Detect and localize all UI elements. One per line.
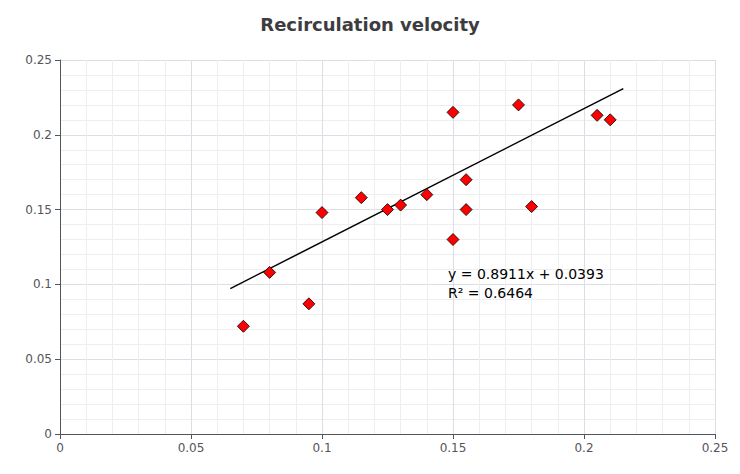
svg-text:0.1: 0.1 (33, 277, 52, 291)
svg-text:0: 0 (44, 427, 52, 441)
svg-text:0.2: 0.2 (33, 128, 52, 142)
svg-text:Recirculation velocity: Recirculation velocity (260, 14, 480, 35)
svg-text:0.2: 0.2 (574, 441, 593, 455)
svg-text:0.05: 0.05 (25, 352, 52, 366)
svg-text:0.1: 0.1 (312, 441, 331, 455)
svg-text:0.15: 0.15 (25, 203, 52, 217)
svg-text:0.25: 0.25 (25, 53, 52, 67)
svg-text:0.25: 0.25 (702, 441, 729, 455)
svg-text:y = 0.8911x + 0.0393: y = 0.8911x + 0.0393 (448, 266, 604, 282)
svg-text:0.05: 0.05 (178, 441, 205, 455)
svg-text:0: 0 (56, 441, 64, 455)
svg-text:0.15: 0.15 (440, 441, 467, 455)
svg-text:R² = 0.6464: R² = 0.6464 (448, 285, 533, 301)
